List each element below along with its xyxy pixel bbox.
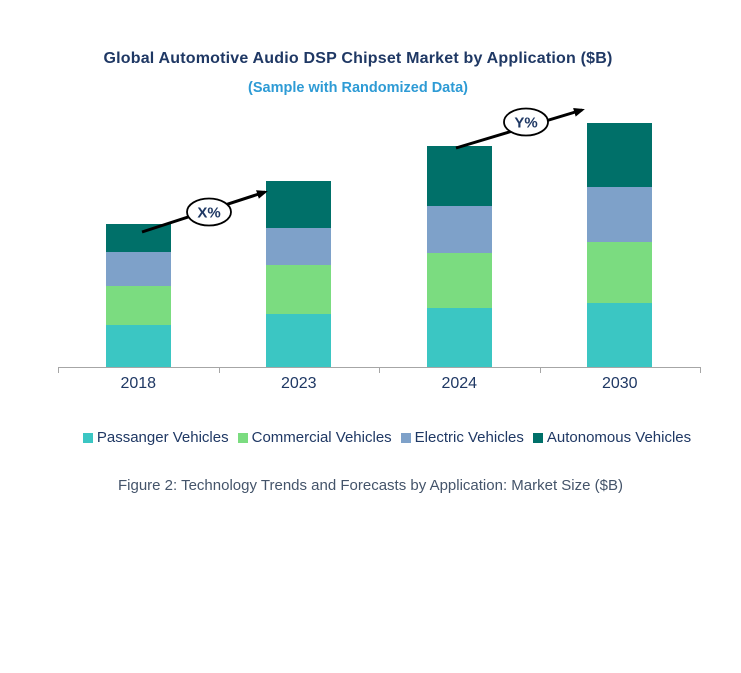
figure-caption: Figure 2: Technology Trends and Forecast…: [118, 477, 623, 494]
bar-segment-2023-commercial-vehicles: [266, 265, 332, 314]
legend-item-autonomous-vehicles: Autonomous Vehicles: [532, 429, 692, 446]
bar-segment-2030-commercial-vehicles: [587, 242, 653, 303]
bar-segment-2024-passanger-vehicles: [426, 308, 492, 367]
legend-item-electric-vehicles: Electric Vehicles: [400, 429, 524, 446]
chart-subtitle: (Sample with Randomized Data): [248, 80, 468, 96]
legend-label: Passanger Vehicles: [96, 429, 229, 446]
chart-title: Global Automotive Audio DSP Chipset Mark…: [103, 50, 613, 67]
x-axis-tick: [379, 367, 380, 373]
bar-segment-2024-autonomous-vehicles: [426, 146, 492, 206]
legend-swatch-icon: [82, 432, 93, 443]
bar-segment-2018-commercial-vehicles: [105, 286, 171, 325]
legend-swatch-icon: [532, 432, 543, 443]
x-axis-tick: [218, 367, 220, 373]
bar-segment-2023-electric-vehicles: [266, 228, 332, 265]
legend-label: Electric Vehicles: [414, 429, 524, 446]
x-axis-label-2030: 2030: [601, 375, 638, 392]
x-axis-label-2018: 2018: [120, 375, 157, 392]
legend-item-commercial-vehicles: Commercial Vehicles: [237, 429, 392, 446]
legend-item-passanger-vehicles: Passanger Vehicles: [82, 429, 229, 446]
bar-segment-2030-autonomous-vehicles: [587, 123, 653, 187]
x-axis-label-2023: 2023: [280, 375, 317, 392]
bar-segment-2023-autonomous-vehicles: [266, 181, 332, 228]
x-axis-tick: [58, 367, 59, 373]
legend: Passanger Vehicles Commercial Vehicles Ele…: [33, 429, 741, 446]
x-axis-tick: [700, 367, 701, 373]
x-axis-label-2024: 2024: [441, 375, 478, 392]
bar-segment-2024-electric-vehicles: [426, 206, 492, 253]
legend-label: Commercial Vehicles: [251, 429, 392, 446]
legend-swatch-icon: [237, 432, 248, 443]
bar-segment-2030-electric-vehicles: [587, 187, 653, 242]
x-axis-tick: [539, 367, 541, 373]
legend-label: Autonomous Vehicles: [546, 429, 692, 446]
bar-segment-2030-passanger-vehicles: [587, 303, 653, 367]
legend-swatch-icon: [400, 432, 411, 443]
bar-segment-2018-electric-vehicles: [105, 252, 171, 286]
bar-segment-2018-autonomous-vehicles: [105, 224, 171, 252]
bar-segment-2023-passanger-vehicles: [266, 314, 332, 367]
bar-segment-2018-passanger-vehicles: [105, 325, 171, 367]
bar-segment-2024-commercial-vehicles: [426, 253, 492, 308]
